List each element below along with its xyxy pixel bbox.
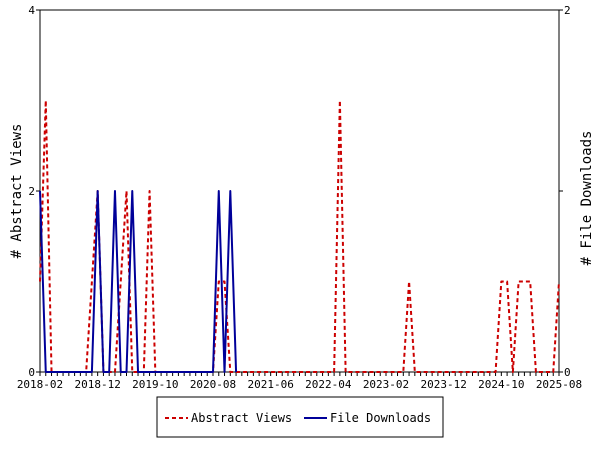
x-tick-label: 2020-08 (190, 378, 236, 391)
y-right-axis: 02 (559, 4, 571, 379)
y-left-axis-title: # Abstract Views (9, 124, 25, 259)
x-tick-label: 2025-08 (536, 378, 582, 391)
legend: Abstract Views File Downloads (156, 396, 444, 438)
series-lines (39, 99, 560, 373)
legend-label-abstract-views: Abstract Views (191, 411, 292, 425)
legend-box (156, 396, 444, 438)
x-tick-label: 2018-12 (74, 378, 120, 391)
x-tick-label: 2021-06 (247, 378, 293, 391)
x-tick-label: 2018-02 (17, 378, 63, 391)
x-tick-label: 2024-10 (478, 378, 524, 391)
y-left-tick-label: 4 (28, 4, 35, 17)
y-right-tick-label: 0 (564, 366, 571, 379)
x-axis-tick-labels: 2018-02 2018-12 2019-10 2020-08 2021-06 2022-… (17, 378, 582, 391)
y-right-tick-label: 2 (564, 4, 571, 17)
y-left-tick-label: 2 (28, 185, 35, 198)
plot-area (39, 9, 560, 373)
x-tick-label: 2023-02 (363, 378, 409, 391)
x-tick-label: 2019-10 (132, 378, 178, 391)
y-right-axis-title: # File Downloads (579, 131, 595, 266)
legend-label-file-downloads: File Downloads (330, 411, 431, 425)
x-tick-label: 2022-04 (305, 378, 352, 391)
series-line-file-downloads (39, 190, 238, 373)
x-tick-label: 2023-12 (420, 378, 466, 391)
y-left-tick-label: 0 (28, 366, 35, 379)
y-left-axis: 0 2 4 (28, 4, 40, 379)
